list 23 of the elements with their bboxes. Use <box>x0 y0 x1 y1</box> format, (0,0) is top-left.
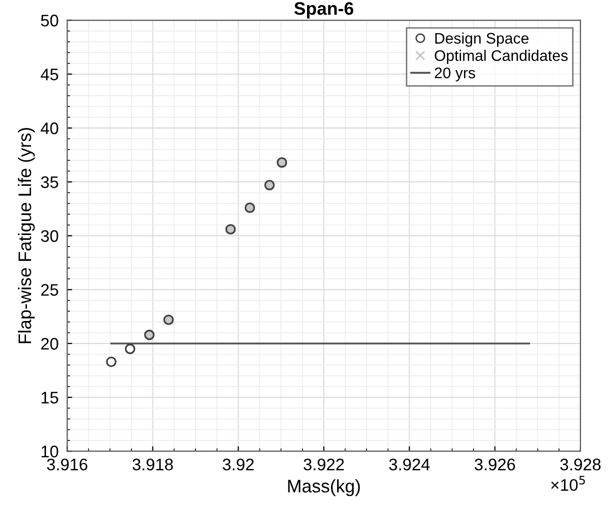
x-tick-label: 3.918 <box>132 458 173 470</box>
y-tick-label: 15 <box>42 392 58 404</box>
x-tick-label: 3.924 <box>389 458 430 470</box>
chart-title: Span-6 <box>294 2 354 18</box>
y-axis-title: Flap-wise Fatigue Life (yrs) <box>18 128 35 344</box>
y-tick-label: 40 <box>40 122 58 134</box>
text: ×10$^{5}$ <box>551 476 585 491</box>
y-tick-label: 25 <box>41 284 58 296</box>
x-tick-label: 3.922 <box>304 458 344 470</box>
y-tick-label: 50 <box>41 14 58 26</box>
x-tick-label: 3.916 <box>46 458 88 470</box>
y-tick-label: 35 <box>40 176 58 188</box>
y-tick-label: 10 <box>42 446 58 458</box>
x-tick-label: 3.92 <box>222 458 254 470</box>
x-axis-title: Mass(kg) <box>288 479 360 496</box>
legend-label: 20 yrs <box>434 68 476 82</box>
x-tick-label: 3.926 <box>474 458 516 470</box>
legend-label: Design Space <box>435 32 529 47</box>
y-tick-label: 20 <box>41 338 58 350</box>
x-tick-label: 3.928 <box>560 458 601 470</box>
y-tick-label: 45 <box>40 68 58 80</box>
legend-label: Optimal Candidates <box>434 50 568 64</box>
y-tick-label: 30 <box>40 230 58 242</box>
